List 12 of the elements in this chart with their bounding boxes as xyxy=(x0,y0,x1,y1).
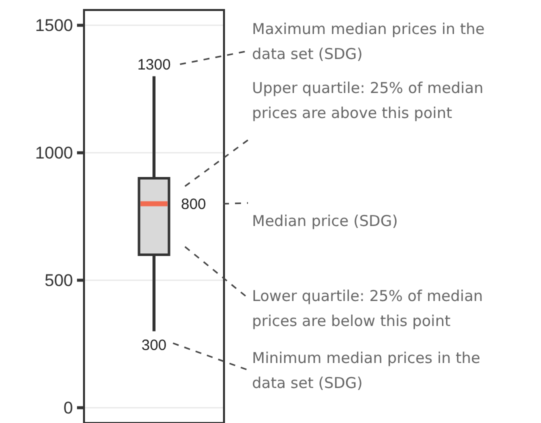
text: Lower quartile: 25% of median prices are below this point xyxy=(252,287,483,330)
text: Median price (SDG) xyxy=(252,212,398,230)
annotation: 800 xyxy=(181,196,206,213)
annotation: 300 xyxy=(141,337,167,354)
y-tick-label: 0 xyxy=(64,398,73,418)
y-tick-label: 500 xyxy=(44,271,73,290)
y-tick-label: 1500 xyxy=(35,16,73,36)
y-tick-label: 1000 xyxy=(35,144,73,163)
text: Maximum median prices in the data set (SDG) xyxy=(252,20,485,63)
text: Minimum median prices in the data set (SDG) xyxy=(252,349,480,392)
annotation: 1300 xyxy=(137,56,171,74)
text: Upper quartile: 25% of median prices are above this point xyxy=(252,79,484,122)
